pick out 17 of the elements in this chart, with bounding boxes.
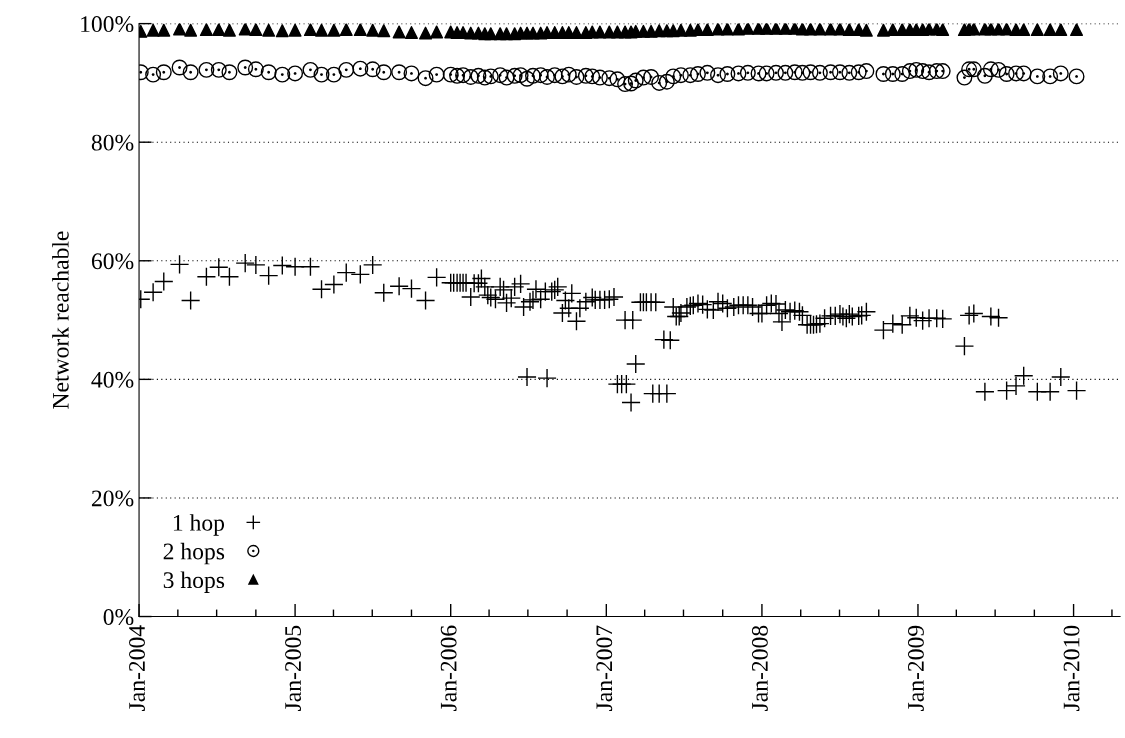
y-tick-label: 60% — [91, 253, 134, 270]
legend-label: 2 hops — [163, 542, 225, 565]
x-tick-label: Jan-2009 — [907, 625, 924, 711]
y-axis-title: Network reachable — [52, 231, 69, 409]
legend-label: 3 hops — [163, 571, 225, 593]
x-tick-label: Jan-2006 — [440, 625, 457, 711]
x-tick-label: Jan-2008 — [751, 625, 768, 711]
y-tick-label: 80% — [91, 134, 134, 151]
y-tick-label: 40% — [91, 371, 134, 388]
legend-label: 1 hop — [173, 514, 225, 536]
y-tick-label: 20% — [91, 490, 134, 507]
x-tick-label: Jan-2004 — [129, 625, 145, 711]
x-tick-label: Jan-2005 — [285, 625, 301, 711]
y-tick-label: 100% — [81, 16, 134, 33]
y-tick-label: 0% — [103, 609, 134, 626]
x-tick-label: Jan-2010 — [1063, 625, 1080, 711]
x-tick-label: Jan-2007 — [596, 625, 613, 711]
